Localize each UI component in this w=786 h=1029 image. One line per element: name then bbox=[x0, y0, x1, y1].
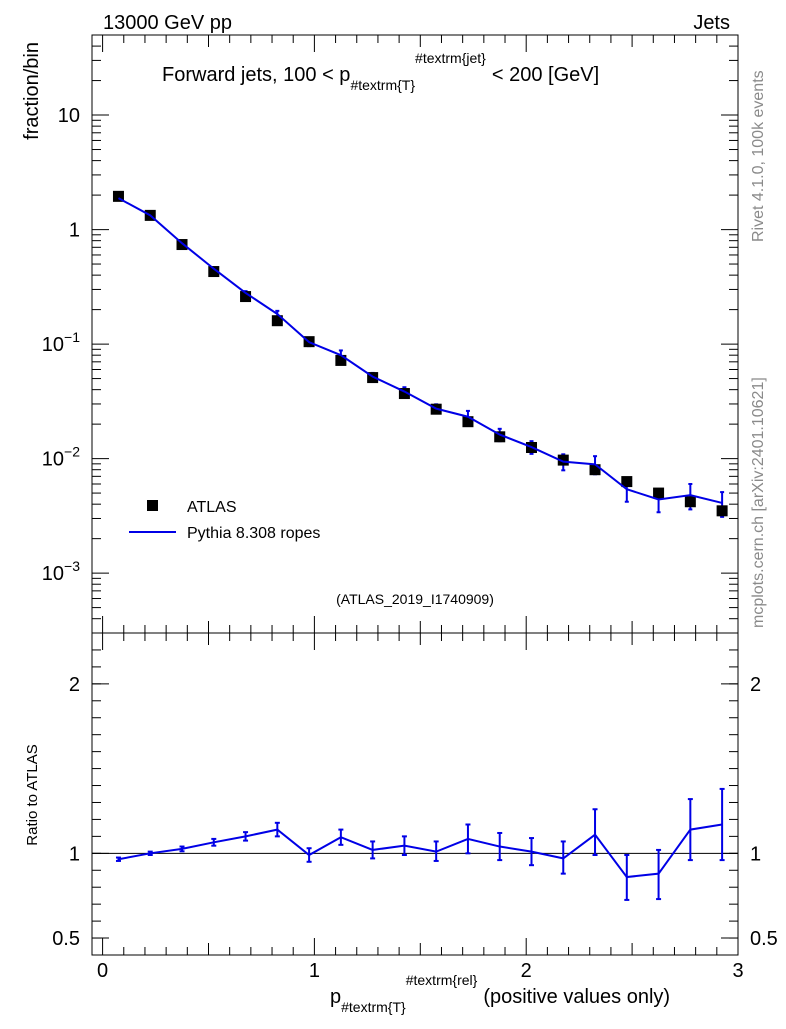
x-tick-label: 3 bbox=[732, 960, 743, 982]
atlas-data-point bbox=[462, 416, 474, 428]
ratio-axis-ticks: 0.5 0.5 1 1 2 2 0 1 2 3 bbox=[52, 633, 778, 982]
atlas-data-point bbox=[557, 454, 569, 466]
analysis-watermark: (ATLAS_2019_I1740909) bbox=[336, 591, 494, 607]
atlas-data-point bbox=[589, 464, 601, 476]
x-axis-label-after: (positive values only) bbox=[483, 986, 670, 1008]
main-title-after: < 200 [GeV] bbox=[492, 64, 599, 86]
main-y-tick-label: 10−3 bbox=[42, 558, 80, 585]
main-y-tick-exp: −3 bbox=[64, 558, 80, 574]
side-label-mcplots: mcplots.cern.ch [arXiv:2401.10621] bbox=[750, 377, 767, 628]
atlas-data-point bbox=[335, 354, 347, 366]
legend-marker-atlas bbox=[147, 500, 158, 511]
main-y-tick-base: 10 bbox=[42, 449, 64, 471]
main-y-tick-base: 10 bbox=[42, 334, 64, 356]
atlas-data-point bbox=[176, 239, 188, 251]
atlas-data-point bbox=[112, 190, 124, 202]
side-label-rivet: Rivet 4.1.0, 100k events bbox=[750, 70, 767, 242]
ratio-y-tick-label: 2 bbox=[69, 674, 80, 696]
legend-label-pythia: Pythia 8.308 ropes bbox=[187, 525, 320, 542]
main-plot-frame bbox=[91, 34, 739, 634]
ratio-y-tick-label: 0.5 bbox=[52, 928, 80, 950]
x-axis-label-sup: #textrm{rel} bbox=[406, 972, 478, 988]
ratio-y-tick-label: 1 bbox=[69, 843, 80, 865]
atlas-data-point bbox=[271, 315, 283, 327]
ratio-y-tick-label-right: 2 bbox=[750, 674, 761, 696]
pythia-line bbox=[117, 197, 723, 504]
x-axis-label-sub: #textrm{T} bbox=[341, 999, 406, 1015]
atlas-data-point bbox=[398, 388, 410, 400]
x-tick-label: 0 bbox=[97, 960, 108, 982]
main-y-tick-exp: −1 bbox=[64, 329, 80, 345]
main-y-tick-label: 10−2 bbox=[42, 444, 80, 471]
main-y-axis-label: fraction/bin bbox=[21, 42, 43, 140]
x-tick-label: 1 bbox=[309, 960, 320, 982]
atlas-data-point bbox=[684, 496, 696, 508]
main-series bbox=[112, 190, 728, 518]
legend-label-atlas: ATLAS bbox=[187, 499, 237, 516]
atlas-data-point bbox=[653, 487, 665, 499]
ratio-y-axis-label: Ratio to ATLAS bbox=[24, 744, 41, 845]
atlas-data-point bbox=[240, 291, 252, 303]
main-title-sub: #textrm{T} bbox=[350, 77, 415, 93]
header-category: Jets bbox=[693, 12, 730, 34]
main-y-tick-label: 1 bbox=[69, 220, 80, 242]
main-y-tick-base: 10 bbox=[42, 563, 64, 585]
ratio-y-tick-label-right: 1 bbox=[750, 843, 761, 865]
atlas-data-point bbox=[716, 505, 728, 517]
ratio-plot-frame bbox=[91, 632, 739, 956]
main-y-tick-label: 10−1 bbox=[42, 329, 80, 356]
atlas-data-point bbox=[621, 476, 633, 488]
ratio-pythia-line bbox=[118, 823, 723, 879]
main-y-tick-exp: −2 bbox=[64, 444, 80, 460]
x-axis-label: p#textrm{T}#textrm{rel} (positive values … bbox=[330, 972, 670, 1015]
x-tick-label: 2 bbox=[521, 960, 532, 982]
ratio-series bbox=[115, 787, 725, 901]
main-title-sup: #textrm{jet} bbox=[415, 50, 486, 66]
atlas-data-point bbox=[494, 431, 506, 443]
main-title: Forward jets, 100 < p#textrm{T}#textrm{j… bbox=[162, 50, 599, 93]
ratio-y-tick-label-right: 0.5 bbox=[750, 928, 778, 950]
x-axis-label-base: p bbox=[330, 986, 341, 1008]
atlas-data-point bbox=[208, 266, 220, 278]
main-y-tick-label: 10 bbox=[58, 105, 80, 127]
header-process: 13000 GeV pp bbox=[103, 12, 232, 34]
main-title-text: Forward jets, 100 < p bbox=[162, 64, 350, 86]
